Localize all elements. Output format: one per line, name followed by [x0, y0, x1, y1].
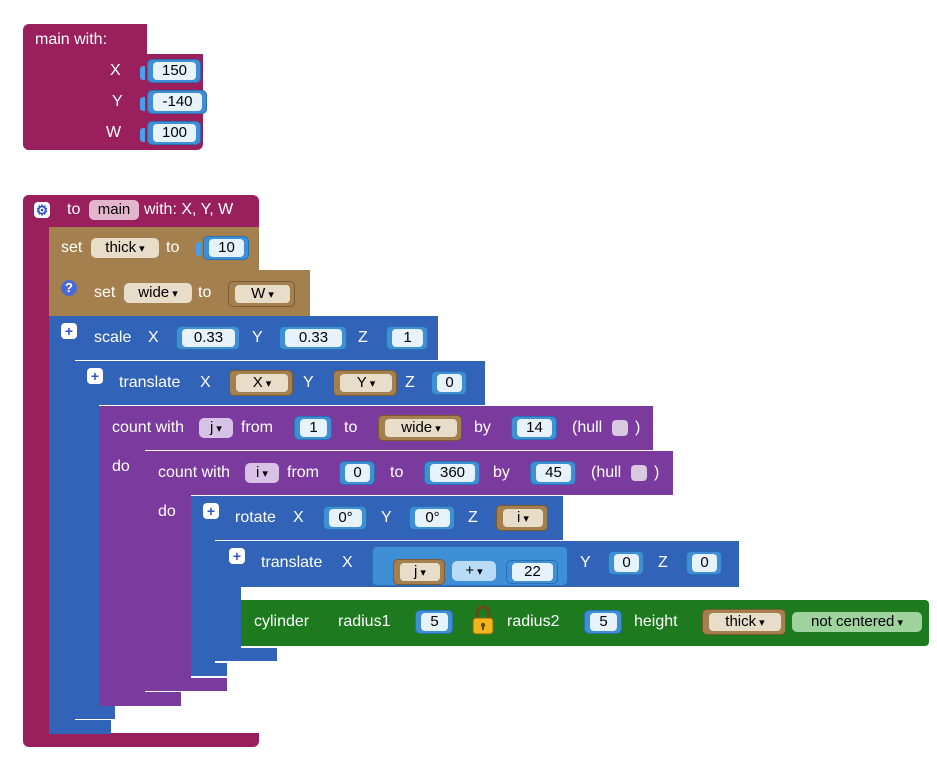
scale-y-value[interactable]: 0.33 [279, 326, 347, 350]
count-j-from[interactable]: 1 [294, 416, 332, 440]
center-dropdown[interactable]: not centered [792, 612, 922, 632]
radius2-label: radius2 [507, 613, 560, 630]
radius2-value[interactable]: 5 [584, 610, 622, 634]
hull-label: (hull [591, 464, 622, 481]
scale-label: scale [94, 329, 132, 346]
call-main-title: main with: [35, 31, 108, 48]
translate-label: translate [261, 554, 323, 571]
translate-z-label: Z [405, 374, 415, 391]
w-var-block[interactable]: W [228, 281, 295, 307]
rotate-label: rotate [235, 509, 276, 526]
scale-z-label: Z [358, 329, 368, 346]
scale-z-value[interactable]: 1 [386, 326, 428, 350]
translate-y-var[interactable]: Y [333, 370, 397, 396]
plus-icon[interactable]: + [229, 548, 245, 564]
to-label: to [344, 419, 358, 436]
translate-y-label: Y [303, 374, 314, 391]
scale-block[interactable] [49, 316, 438, 360]
translate-y-value[interactable]: 0 [608, 551, 644, 575]
to-label: to [166, 239, 180, 256]
rotate-z-label: Z [468, 509, 478, 526]
translate-z-value[interactable]: 0 [686, 551, 722, 575]
plus-icon[interactable]: + [61, 323, 77, 339]
radius1-value[interactable]: 5 [415, 610, 453, 634]
count-j-by[interactable]: 14 [511, 416, 557, 440]
thick-var-dropdown[interactable]: thick [91, 238, 159, 258]
i-var-dropdown[interactable]: i [245, 463, 279, 483]
arg-x-value[interactable]: 150 [147, 59, 201, 83]
scale-x-value[interactable]: 0.33 [176, 326, 240, 350]
hull-checkbox[interactable] [631, 465, 647, 481]
set-label: set [94, 284, 116, 301]
do-label: do [158, 503, 176, 520]
count-j-to-var[interactable]: wide [378, 415, 462, 441]
arg-w-label: W [106, 124, 122, 141]
to-label: to [67, 201, 81, 218]
arg-y-label: Y [112, 93, 123, 110]
to-label: to [390, 464, 404, 481]
hull-close: ) [654, 464, 660, 481]
from-label: from [241, 419, 273, 436]
count-with-label: count with [158, 464, 231, 481]
translate-x-label: X [200, 374, 211, 391]
arg-w-value[interactable]: 100 [147, 121, 201, 145]
translate-x-label: X [342, 554, 353, 571]
procedure-name-field[interactable]: main [89, 200, 139, 220]
procedure-body-spine [23, 195, 49, 745]
help-icon[interactable]: ? [61, 280, 77, 296]
math-op-dropdown[interactable]: + [452, 561, 496, 581]
to-label: to [198, 284, 212, 301]
hull-checkbox[interactable] [612, 420, 628, 436]
count-i-from[interactable]: 0 [339, 461, 375, 485]
hull-label: (hull [572, 419, 603, 436]
translate-z-label: Z [658, 554, 668, 571]
rotate-y-label: Y [381, 509, 392, 526]
scale-y-label: Y [252, 329, 263, 346]
wide-var-dropdown[interactable]: wide [124, 283, 192, 303]
scale-x-label: X [148, 329, 159, 346]
translate-z-value[interactable]: 0 [431, 371, 467, 395]
rotate-x-label: X [293, 509, 304, 526]
hull-close: ) [635, 419, 641, 436]
count-i-to[interactable]: 360 [424, 461, 480, 485]
arg-y-value[interactable]: -140 [147, 90, 207, 114]
math-j-var[interactable]: j [393, 559, 445, 585]
height-var[interactable]: thick [702, 609, 786, 635]
math-num-value[interactable]: 22 [506, 560, 558, 584]
count-i-by[interactable]: 45 [530, 461, 576, 485]
count-with-label: count with [112, 419, 185, 436]
set-label: set [61, 239, 83, 256]
by-label: by [474, 419, 491, 436]
cylinder-label: cylinder [254, 613, 310, 630]
count-with-i-block[interactable] [145, 451, 673, 495]
radius1-label: radius1 [338, 613, 391, 630]
rotate-x-value[interactable]: 0° [323, 506, 367, 530]
by-label: by [493, 464, 510, 481]
rotate-z-var[interactable]: i [496, 505, 548, 531]
gear-icon[interactable]: ⚙ [34, 202, 50, 218]
arg-x-label: X [110, 62, 121, 79]
plus-icon[interactable]: + [203, 503, 219, 519]
translate-y-label: Y [580, 554, 591, 571]
procedure-footer [23, 733, 259, 747]
lock-icon[interactable] [471, 604, 495, 636]
translate-label: translate [119, 374, 181, 391]
procedure-definition-block[interactable] [23, 195, 259, 227]
do-label: do [112, 458, 130, 475]
plus-icon[interactable]: + [87, 368, 103, 384]
with-params-label: with: X, Y, W [144, 201, 234, 218]
j-var-dropdown[interactable]: j [199, 418, 233, 438]
thick-value[interactable]: 10 [203, 236, 249, 260]
rotate-y-value[interactable]: 0° [409, 506, 455, 530]
translate-x-var[interactable]: X [229, 370, 293, 396]
count-with-j-block[interactable] [99, 406, 653, 450]
from-label: from [287, 464, 319, 481]
height-label: height [634, 613, 678, 630]
